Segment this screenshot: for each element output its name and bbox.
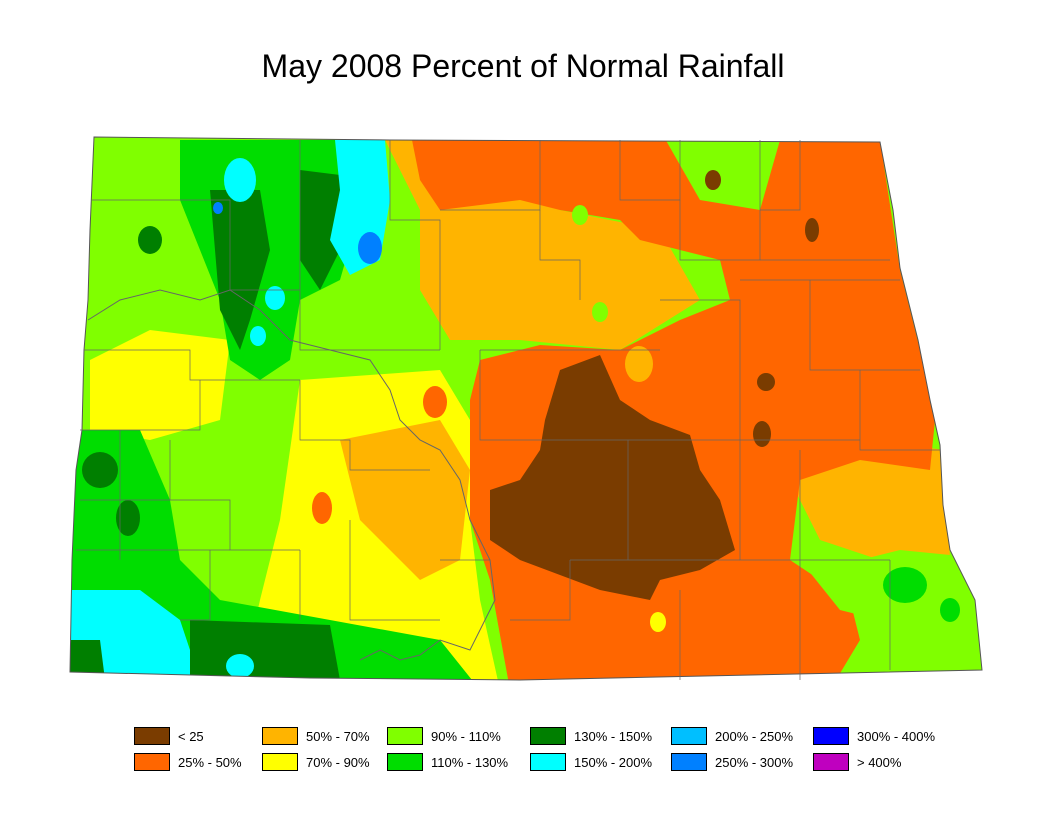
legend-swatch bbox=[387, 727, 423, 745]
region-250-300-nw bbox=[213, 202, 223, 214]
legend: < 25 25% - 50% 50% - 70% 70% - 90% 90% -… bbox=[134, 727, 994, 777]
legend-item: 110% - 130% bbox=[387, 753, 508, 771]
region-250-300-north bbox=[358, 232, 382, 264]
legend-label: 250% - 300% bbox=[715, 754, 794, 770]
legend-item: 70% - 90% bbox=[262, 753, 370, 771]
region-150-200-nw bbox=[224, 158, 256, 202]
legend-item: 50% - 70% bbox=[262, 727, 370, 745]
region-130-150-sw-corner bbox=[70, 640, 105, 680]
legend-swatch bbox=[671, 753, 707, 771]
region-110-130-se2 bbox=[940, 598, 960, 622]
legend-item: > 400% bbox=[813, 753, 901, 771]
patch-90-110-n2 bbox=[592, 302, 608, 322]
region-130-150-nw bbox=[210, 190, 270, 350]
legend-label: 200% - 250% bbox=[715, 728, 794, 744]
region-lt-25-ne bbox=[705, 170, 721, 190]
region-lt-25-e2 bbox=[753, 421, 771, 447]
legend-label: < 25 bbox=[178, 728, 204, 744]
legend-swatch bbox=[813, 753, 849, 771]
legend-label: 130% - 150% bbox=[574, 728, 653, 744]
legend-label: > 400% bbox=[857, 754, 902, 770]
region-50-70-central bbox=[340, 420, 470, 580]
legend-swatch bbox=[134, 727, 170, 745]
region-130-150-w bbox=[138, 226, 162, 254]
region-130-150-nw2 bbox=[300, 170, 345, 290]
legend-swatch bbox=[671, 727, 707, 745]
region-150-200-s bbox=[226, 654, 254, 678]
legend-label: 70% - 90% bbox=[306, 754, 370, 770]
region-130-150-sw1 bbox=[82, 452, 118, 488]
legend-swatch bbox=[262, 753, 298, 771]
region-150-200-nw3 bbox=[250, 326, 266, 346]
legend-item: 25% - 50% bbox=[134, 753, 242, 771]
legend-label: 25% - 50% bbox=[178, 754, 242, 770]
legend-item: 130% - 150% bbox=[530, 727, 652, 745]
patch-70-90-s bbox=[650, 612, 666, 632]
legend-swatch bbox=[134, 753, 170, 771]
legend-item: 300% - 400% bbox=[813, 727, 935, 745]
legend-item: 200% - 250% bbox=[671, 727, 793, 745]
region-130-150-s bbox=[190, 620, 340, 680]
patch-25-50-c1 bbox=[423, 386, 447, 418]
patch-90-110-n bbox=[572, 205, 588, 225]
region-lt-25-e1 bbox=[757, 373, 775, 391]
region-70-90-west bbox=[90, 330, 230, 440]
region-150-200-sw bbox=[70, 590, 200, 680]
legend-item: 90% - 110% bbox=[387, 727, 501, 745]
state-outline bbox=[69, 136, 983, 681]
missouri-river bbox=[87, 289, 496, 661]
legend-label: 90% - 110% bbox=[431, 728, 501, 744]
region-lt-25-core bbox=[490, 355, 735, 600]
legend-swatch bbox=[387, 753, 423, 771]
legend-item: 250% - 300% bbox=[671, 753, 793, 771]
region-110-130-se bbox=[883, 567, 927, 603]
legend-item: 150% - 200% bbox=[530, 753, 652, 771]
map-title: May 2008 Percent of Normal Rainfall bbox=[261, 48, 785, 84]
county-boundaries bbox=[76, 140, 940, 680]
legend-swatch bbox=[530, 727, 566, 745]
legend-label: 110% - 130% bbox=[431, 754, 509, 770]
legend-label: 150% - 200% bbox=[574, 754, 653, 770]
legend-label: 50% - 70% bbox=[306, 728, 370, 744]
rainfall-fill bbox=[70, 137, 982, 680]
patch-50-70-c bbox=[625, 346, 653, 382]
legend-swatch bbox=[262, 727, 298, 745]
patch-25-50-c2 bbox=[312, 492, 332, 524]
region-150-200-nw2 bbox=[265, 286, 285, 310]
region-90-110-se bbox=[800, 550, 982, 670]
legend-item: < 25 bbox=[134, 727, 204, 745]
region-130-150-sw2 bbox=[116, 500, 140, 536]
region-lt-25-ne2 bbox=[805, 218, 819, 242]
legend-swatch bbox=[530, 753, 566, 771]
legend-swatch bbox=[813, 727, 849, 745]
legend-label: 300% - 400% bbox=[857, 728, 936, 744]
